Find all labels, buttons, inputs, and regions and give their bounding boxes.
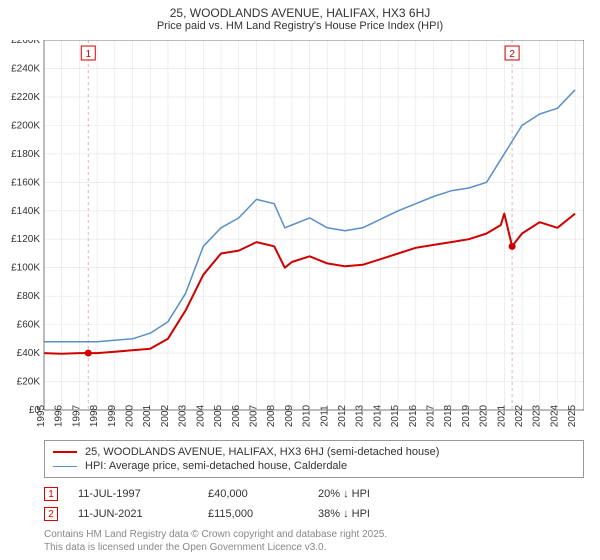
svg-text:£240K: £240K bbox=[11, 63, 40, 74]
legend: 25, WOODLANDS AVENUE, HALIFAX, HX3 6HJ (… bbox=[44, 440, 584, 478]
sale-vs-hpi: 20% ↓ HPI bbox=[318, 488, 428, 500]
svg-text:2005: 2005 bbox=[213, 404, 224, 427]
sale-marker-badge: 1 bbox=[44, 487, 58, 501]
svg-text:2011: 2011 bbox=[319, 405, 330, 427]
svg-text:£260K: £260K bbox=[11, 40, 40, 46]
svg-text:2019: 2019 bbox=[461, 404, 472, 427]
sale-date: 11-JUN-2021 bbox=[78, 508, 188, 520]
legend-swatch bbox=[53, 466, 77, 467]
chart-title-address: 25, WOODLANDS AVENUE, HALIFAX, HX3 6HJ bbox=[0, 6, 600, 20]
svg-text:£80K: £80K bbox=[17, 291, 41, 302]
svg-text:2022: 2022 bbox=[514, 404, 525, 427]
svg-text:2020: 2020 bbox=[479, 404, 490, 427]
svg-text:2018: 2018 bbox=[443, 404, 454, 427]
svg-text:1997: 1997 bbox=[71, 404, 82, 427]
svg-text:2006: 2006 bbox=[231, 404, 242, 427]
attribution: Contains HM Land Registry data © Crown c… bbox=[44, 529, 387, 554]
svg-text:2016: 2016 bbox=[408, 404, 419, 427]
legend-swatch bbox=[53, 451, 77, 453]
chart-title-subtitle: Price paid vs. HM Land Registry's House … bbox=[0, 20, 600, 32]
svg-text:2003: 2003 bbox=[178, 404, 189, 427]
svg-text:£120K: £120K bbox=[11, 234, 40, 245]
svg-text:1998: 1998 bbox=[89, 404, 100, 427]
svg-text:2014: 2014 bbox=[372, 404, 383, 427]
sale-price: £40,000 bbox=[208, 488, 298, 500]
svg-text:2004: 2004 bbox=[195, 404, 206, 427]
svg-text:2001: 2001 bbox=[142, 404, 153, 427]
sale-events: 1 11-JUL-1997 £40,000 20% ↓ HPI 2 11-JUN… bbox=[44, 484, 584, 524]
attribution-line: Contains HM Land Registry data © Crown c… bbox=[44, 529, 387, 542]
svg-text:£20K: £20K bbox=[17, 377, 41, 388]
svg-text:2007: 2007 bbox=[248, 404, 259, 427]
svg-text:2009: 2009 bbox=[284, 404, 295, 427]
svg-text:£220K: £220K bbox=[11, 92, 40, 103]
sale-vs-hpi: 38% ↓ HPI bbox=[318, 508, 428, 520]
svg-text:1995: 1995 bbox=[36, 404, 47, 427]
svg-text:£200K: £200K bbox=[11, 120, 40, 131]
svg-text:2010: 2010 bbox=[302, 404, 313, 427]
sale-event-row: 2 11-JUN-2021 £115,000 38% ↓ HPI bbox=[44, 504, 584, 524]
sale-marker-badge: 2 bbox=[44, 507, 58, 521]
legend-label: 25, WOODLANDS AVENUE, HALIFAX, HX3 6HJ (… bbox=[85, 446, 439, 458]
svg-text:2008: 2008 bbox=[266, 404, 277, 427]
svg-text:1: 1 bbox=[85, 49, 91, 60]
svg-text:2025: 2025 bbox=[567, 404, 578, 427]
svg-text:£40K: £40K bbox=[17, 348, 41, 359]
svg-text:2015: 2015 bbox=[390, 404, 401, 427]
svg-text:£160K: £160K bbox=[11, 177, 40, 188]
legend-item: HPI: Average price, semi-detached house,… bbox=[53, 459, 575, 473]
svg-text:2012: 2012 bbox=[337, 404, 348, 427]
attribution-line: This data is licensed under the Open Gov… bbox=[44, 542, 387, 555]
svg-text:2017: 2017 bbox=[426, 404, 437, 427]
svg-text:2002: 2002 bbox=[160, 404, 171, 427]
legend-label: HPI: Average price, semi-detached house,… bbox=[85, 460, 347, 472]
chart-svg: £0£20K£40K£60K£80K£100K£120K£140K£160K£1… bbox=[0, 40, 584, 450]
svg-text:1999: 1999 bbox=[107, 404, 118, 427]
sale-price: £115,000 bbox=[208, 508, 298, 520]
sale-event-row: 1 11-JUL-1997 £40,000 20% ↓ HPI bbox=[44, 484, 584, 504]
svg-text:£180K: £180K bbox=[11, 149, 40, 160]
svg-text:2023: 2023 bbox=[532, 404, 543, 427]
svg-text:2024: 2024 bbox=[549, 404, 560, 427]
svg-text:2: 2 bbox=[509, 49, 515, 60]
svg-text:1996: 1996 bbox=[54, 404, 65, 427]
svg-text:2021: 2021 bbox=[496, 404, 507, 427]
svg-text:£140K: £140K bbox=[11, 206, 40, 217]
svg-text:2013: 2013 bbox=[355, 404, 366, 427]
sale-date: 11-JUL-1997 bbox=[78, 488, 188, 500]
svg-text:£60K: £60K bbox=[17, 320, 41, 331]
plot-area: £0£20K£40K£60K£80K£100K£120K£140K£160K£1… bbox=[44, 40, 584, 410]
svg-text:£100K: £100K bbox=[11, 263, 40, 274]
svg-text:2000: 2000 bbox=[125, 404, 136, 427]
legend-item: 25, WOODLANDS AVENUE, HALIFAX, HX3 6HJ (… bbox=[53, 445, 575, 459]
chart-titles: 25, WOODLANDS AVENUE, HALIFAX, HX3 6HJ P… bbox=[0, 0, 600, 32]
